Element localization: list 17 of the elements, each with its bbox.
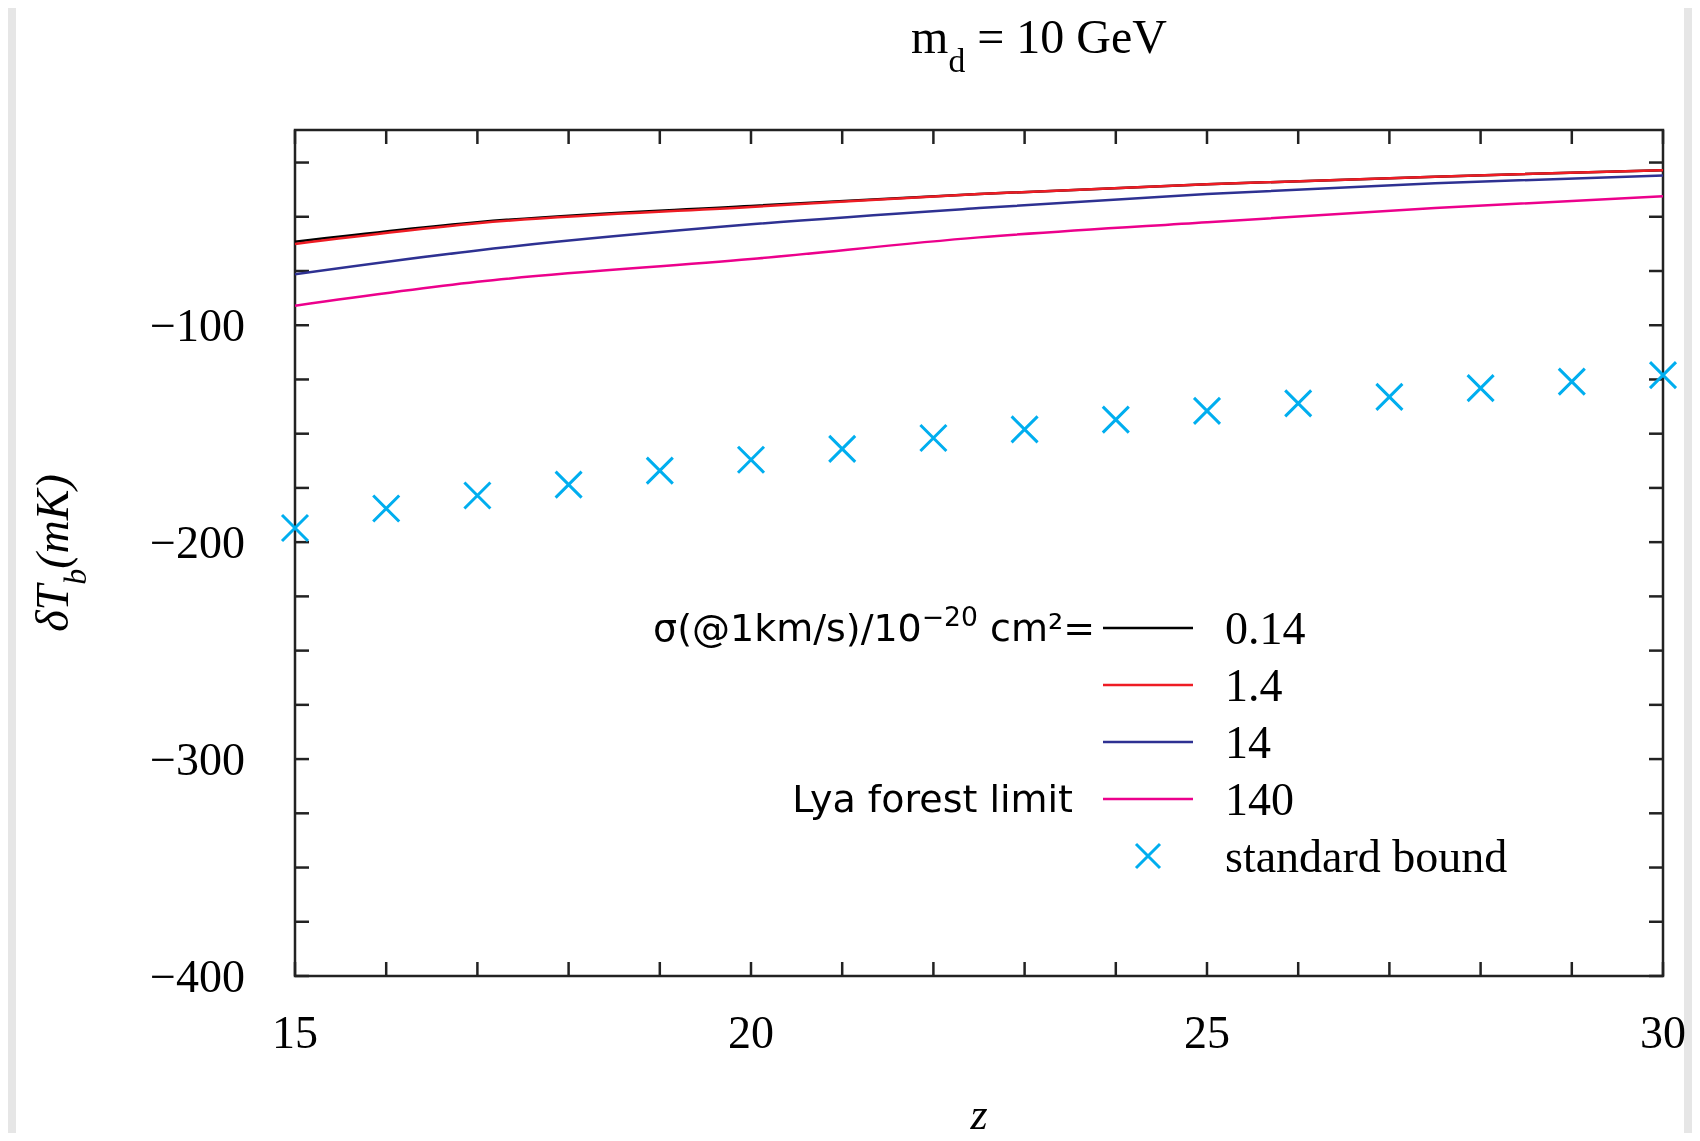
x-tick-label: 25 bbox=[1184, 1007, 1230, 1058]
y-tick-label: −200 bbox=[150, 517, 245, 569]
legend-label: 0.14 bbox=[1225, 603, 1306, 655]
legend-label: standard bound bbox=[1225, 831, 1508, 883]
legend-title: σ(@1km/s)/10$^{−20}$ cm²= bbox=[653, 600, 1095, 651]
y-tick-label: −300 bbox=[150, 734, 245, 786]
x-tick-label: 15 bbox=[272, 1007, 318, 1058]
y-tick-label: −100 bbox=[150, 300, 245, 352]
y-tick-label: −400 bbox=[150, 951, 245, 1003]
chart-title: m$_{d}$ = 10 GeV bbox=[911, 10, 1168, 79]
legend-label: 1.4 bbox=[1225, 660, 1283, 712]
legend-label: 140 bbox=[1225, 774, 1294, 826]
x-tick-label: 20 bbox=[728, 1007, 774, 1058]
x-axis-title: z bbox=[969, 1090, 988, 1139]
x-tick-label: 30 bbox=[1640, 1007, 1686, 1058]
annotation: Lya forest limit bbox=[792, 777, 1073, 822]
legend-label: 14 bbox=[1225, 717, 1271, 769]
